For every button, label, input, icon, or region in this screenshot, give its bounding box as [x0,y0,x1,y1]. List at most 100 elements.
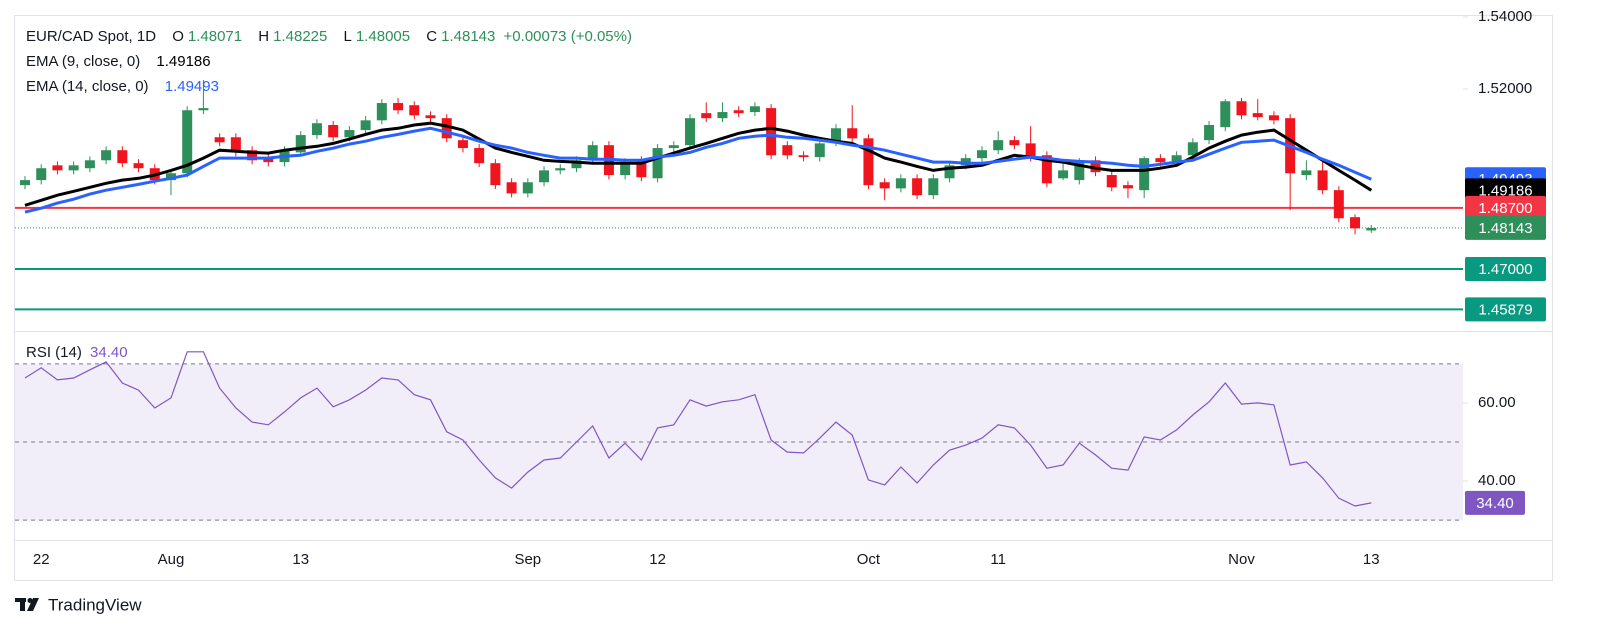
level-label-bg [1465,257,1546,282]
candle-body [798,155,809,158]
candle-body [247,150,258,161]
y-tick-label: 1.52000 [1478,80,1532,97]
candle-body [879,182,890,189]
legend-name: EMA (14, close, 0) [26,78,149,95]
y-tick-label: 60.00 [1478,394,1516,411]
candle-body [912,178,923,196]
ohlc-letter: H [258,28,270,45]
y-tick-label: 1.54000 [1478,8,1532,25]
ohlc-value: 1.48005 [355,28,411,45]
candle-body [895,178,906,189]
candle-body [1155,158,1166,163]
candle-body [1122,185,1133,189]
candle-body [782,145,793,156]
rsi-value-label: 34.40 [1476,495,1514,512]
legend-value: 34.40 [90,344,128,361]
candle-body [393,103,404,111]
candle-body [474,148,485,164]
candle-body [928,178,939,196]
ohlc-value: 1.48071 [187,28,243,45]
candle-body [20,180,30,186]
ohlc-value: 1.48225 [273,28,328,45]
candle-body [944,165,955,179]
candle-body [685,118,696,146]
candle-body [1204,125,1215,141]
legend-name: RSI (14) [26,344,82,361]
candle-body [117,150,128,164]
change-label: +0.00073 (+0.05%) [503,28,632,45]
candle-body [133,163,144,169]
x-tick-label: Sep [514,551,541,568]
x-tick-label: 22 [33,551,50,568]
ohlc-letter: O [172,28,184,45]
candle-body [571,160,582,169]
candle-body [409,105,420,116]
candle-body [165,173,176,181]
candle-body [311,123,322,136]
level-label-bg [1465,195,1546,220]
x-tick-label: 13 [292,551,309,568]
candle-body [539,170,550,183]
x-tick-label: Oct [857,551,881,568]
candle-body [733,110,744,114]
candle-body [52,165,63,171]
last-price-label: 1.48143 [1478,220,1532,237]
candle-body [1058,170,1069,179]
legend-value: 1.49493 [164,78,219,95]
candle-body [1317,170,1328,191]
candle-body [101,150,112,161]
rsi-legend: RSI (14) 34.40 [26,343,132,363]
candle-body [344,130,355,138]
ema-legend: EMA (14, close, 0) 1.49493 [26,77,223,97]
candle-body [490,163,501,186]
candle-body [1268,115,1279,121]
candle-body [1171,155,1182,163]
candle-body [587,145,598,161]
candle-body [976,150,987,159]
candle-body [701,113,712,119]
last-price-label-bg [1465,215,1546,240]
candle-body [360,120,371,131]
candle-body [263,158,274,163]
candle-body [1106,175,1117,188]
chart-frame [14,15,1553,581]
candle-body [1139,158,1150,191]
logo-shape [27,598,39,611]
ema-line [24,121,1373,207]
candle-body [1333,190,1344,219]
logo-shape [20,598,25,611]
candle-body [555,168,566,171]
candle-body [198,108,209,111]
logo-shape [27,598,33,603]
candle-body [457,140,468,149]
candle-body [1366,227,1377,231]
candle-body [749,106,760,113]
level-label: 1.48700 [1478,200,1532,217]
rsi-line [24,351,1372,507]
ohlc-value: 1.48143 [441,28,496,45]
candle-body [652,148,663,179]
ema-line [24,126,1372,214]
y-tick-label: 40.00 [1478,472,1516,489]
candle-body [717,112,728,119]
candle-body [766,108,777,156]
candle-body [214,137,225,143]
x-tick-label: 11 [990,551,1006,568]
symbol-title: EUR/CAD Spot, 1D [26,28,157,45]
level-label: 1.45879 [1478,301,1532,318]
ohlc-letter: C [426,28,438,45]
candle-body [1090,160,1101,173]
candle-body [620,162,631,176]
x-tick-label: 13 [1363,551,1380,568]
brand-logo [15,598,39,611]
ema-legend: EMA (9, close, 0) 1.49186 [26,52,215,72]
candle-body [1301,170,1312,176]
x-tick-label: 12 [649,551,666,568]
level-label: 1.47000 [1478,261,1532,278]
candle-body [182,110,193,174]
candle-body [1025,143,1036,158]
candle-body [1220,101,1231,128]
candle-body [84,160,95,169]
